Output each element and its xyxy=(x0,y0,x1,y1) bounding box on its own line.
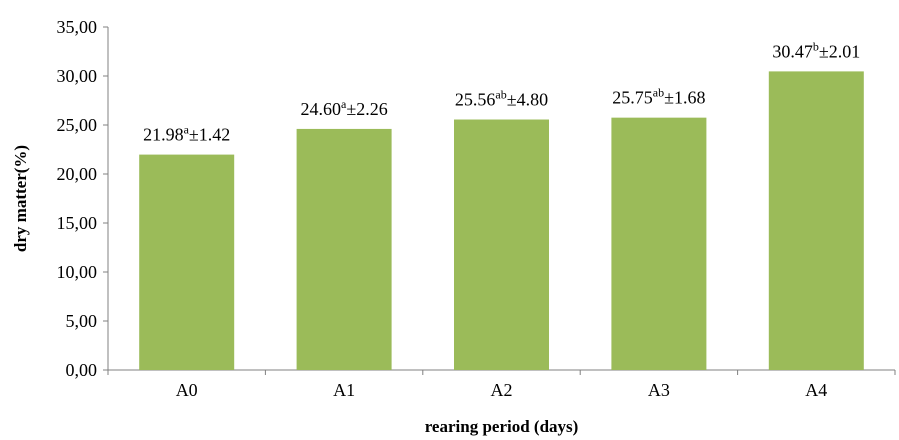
data-label-superscript: ab xyxy=(653,86,664,100)
bar xyxy=(139,155,234,370)
y-tick-label: 15,00 xyxy=(57,213,98,233)
data-label-value: 25.56 xyxy=(455,90,496,110)
bar xyxy=(297,129,392,370)
y-tick-label: 20,00 xyxy=(57,164,98,184)
y-tick-label: 10,00 xyxy=(57,262,98,282)
bar xyxy=(611,118,706,370)
bar xyxy=(454,120,549,370)
bars xyxy=(139,71,864,370)
y-axis-ticks: 0,00 5,00 10,00 15,00 20,00 25,00 30,00 35,00 xyxy=(57,17,109,380)
data-label-sd: ±2.01 xyxy=(819,41,860,61)
y-tick-label: 5,00 xyxy=(66,311,98,331)
bar xyxy=(769,71,864,370)
data-label-superscript: ab xyxy=(495,88,506,102)
y-tick-label: 25,00 xyxy=(57,115,98,135)
data-label-sd: ±1.42 xyxy=(189,125,230,145)
data-label-sd: ±2.26 xyxy=(346,99,387,119)
x-tick-label: A3 xyxy=(648,380,670,400)
data-label: 25.75ab±1.68 xyxy=(612,86,705,108)
y-tick-label: 35,00 xyxy=(57,17,98,37)
data-label-value: 25.75 xyxy=(612,88,653,108)
data-label-value: 30.47 xyxy=(772,41,813,61)
data-label-sd: ±4.80 xyxy=(507,90,548,110)
y-tick-label: 30,00 xyxy=(57,66,98,86)
data-label: 25.56ab±4.80 xyxy=(455,88,548,110)
x-axis-ticks: A0 A1 A2 A3 A4 xyxy=(108,370,895,400)
data-label-value: 24.60 xyxy=(300,99,341,119)
data-label-sd: ±1.68 xyxy=(664,88,705,108)
x-tick-label: A1 xyxy=(333,380,355,400)
y-tick-label: 0,00 xyxy=(66,360,98,380)
data-label: 21.98a±1.42 xyxy=(143,123,230,145)
y-axis-title: dry matter(%) xyxy=(11,145,30,252)
data-label: 30.47b±2.01 xyxy=(772,39,860,61)
x-tick-label: A2 xyxy=(491,380,513,400)
x-axis-title: rearing period (days) xyxy=(425,417,579,436)
x-tick-label: A4 xyxy=(805,380,827,400)
x-tick-label: A0 xyxy=(176,380,198,400)
data-label: 24.60a±2.26 xyxy=(300,97,387,119)
data-label-value: 21.98 xyxy=(143,125,184,145)
